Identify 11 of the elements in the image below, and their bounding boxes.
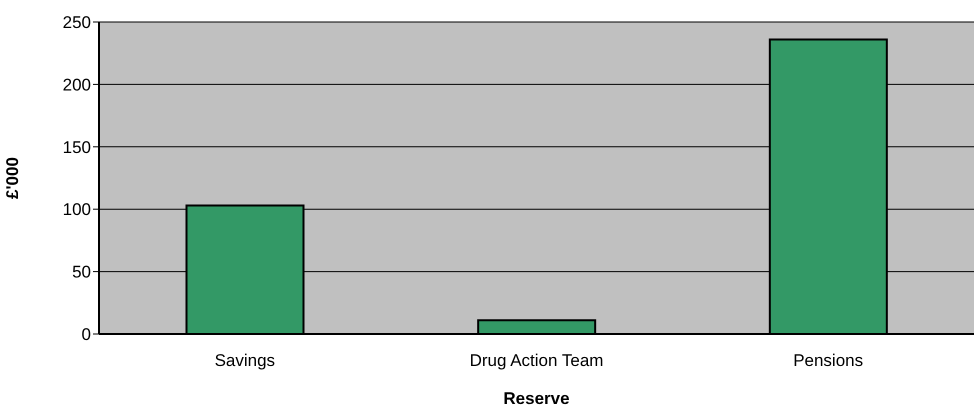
x-tick-label: Drug Action Team bbox=[470, 351, 604, 370]
y-axis-title: £'000 bbox=[3, 157, 22, 199]
x-tick-label: Pensions bbox=[793, 351, 864, 370]
y-tick-label: 200 bbox=[62, 75, 91, 94]
y-tick-label: 0 bbox=[82, 325, 91, 344]
y-tick-label: 250 bbox=[62, 13, 91, 32]
x-tick-label: Savings bbox=[214, 351, 276, 370]
y-tick-label: 150 bbox=[62, 138, 91, 157]
x-axis-title: Reserve bbox=[503, 389, 570, 408]
y-tick-label: 50 bbox=[72, 262, 91, 282]
y-tick-label: 100 bbox=[62, 200, 91, 220]
